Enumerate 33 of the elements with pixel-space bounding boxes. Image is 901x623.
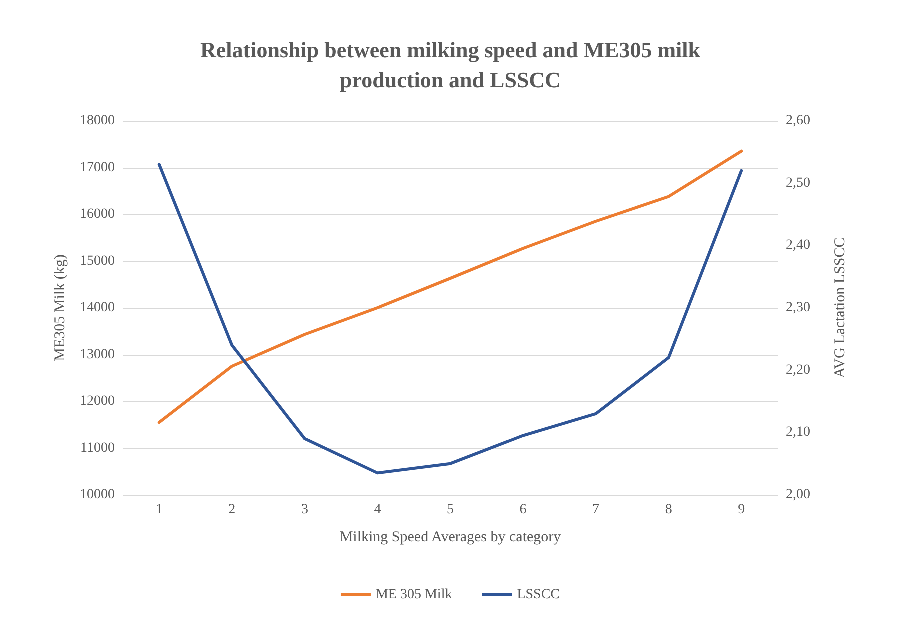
y-tick-label: 15000	[80, 254, 115, 269]
y2-tick-label: 2,00	[786, 488, 810, 502]
x-tick-label: 5	[447, 502, 454, 518]
x-axis-title: Milking Speed Averages by category	[340, 530, 562, 546]
legend-label: ME 305 Milk	[376, 588, 452, 602]
y-tick-label: 10000	[80, 488, 115, 502]
x-tick-label: 4	[374, 502, 382, 518]
y-axis-title: ME305 Milk (kg)	[52, 254, 68, 362]
x-tick-label: 1	[156, 502, 163, 518]
line-series	[158, 163, 744, 475]
y2-tick-label: 2,20	[786, 362, 810, 378]
y-tick-label: 16000	[80, 207, 115, 222]
x-tick-label: 2	[228, 502, 236, 518]
chart-title: Relationship between milking speed and ME305 milk production and LSSCC	[200, 38, 702, 92]
x-tick-label: 6	[520, 502, 527, 518]
x-tick-label: 9	[738, 502, 746, 518]
x-tick-label: 8	[665, 502, 672, 518]
y-tick-label: 13000	[80, 347, 115, 362]
y-tick-label: 17000	[80, 160, 115, 176]
y2-tick-label: 2,50	[786, 176, 810, 191]
line-series	[158, 150, 744, 424]
y-tick-label: 12000	[80, 394, 115, 409]
legend-label: LSSCC	[517, 588, 560, 602]
y2-tick-label: 2,60	[786, 114, 810, 128]
y-tick-label: 14000	[80, 300, 115, 316]
y2-tick-label: 2,10	[786, 425, 810, 440]
y2-tick-label: 2,40	[786, 238, 810, 254]
y2-axis-title: AVG Lactation LSSCC	[832, 238, 848, 378]
y-tick-label: 11000	[80, 440, 115, 456]
x-tick-label: 7	[592, 502, 600, 518]
y-tick-label: 18000	[80, 114, 115, 128]
x-tick-label: 3	[301, 502, 308, 518]
y2-tick-label: 2,30	[786, 300, 810, 316]
